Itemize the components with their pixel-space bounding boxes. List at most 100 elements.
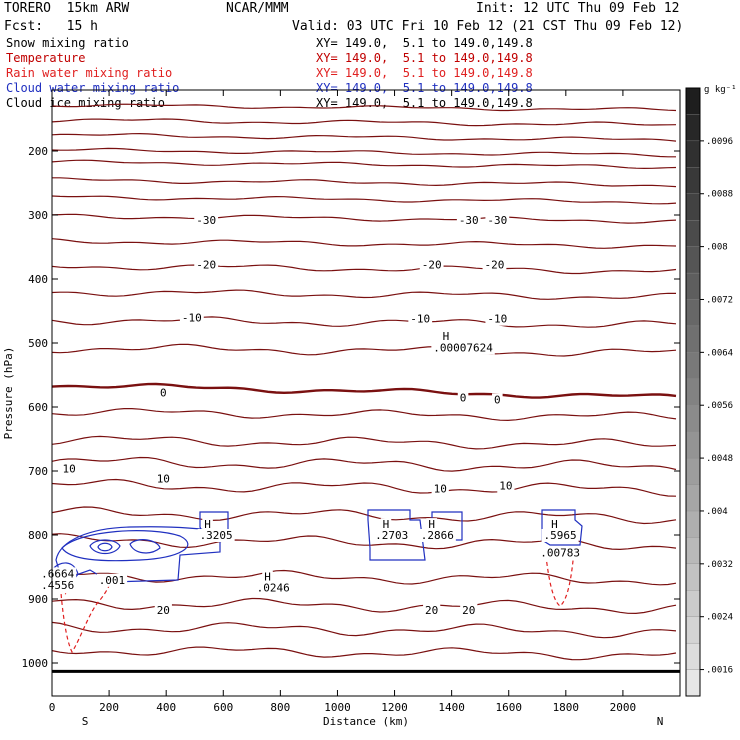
temperature-contour-19 — [51, 533, 677, 551]
rain-water-label-2: H — [428, 518, 435, 531]
colorbar-border — [685, 87, 701, 697]
cloud-water-contour-3 — [97, 542, 113, 552]
cloud-water-label-2: H — [551, 518, 558, 531]
temperature-contour-11 — [51, 316, 677, 328]
temperature-label-bg-10 — [457, 391, 469, 405]
x-tick-label-1400: 1400 — [438, 701, 465, 714]
cloud-water-label-bg-3 — [541, 529, 579, 542]
rain-water-label-bg-7 — [96, 573, 128, 587]
temperature-label-17: 20 — [425, 604, 438, 617]
rain-water-label-3: .2866 — [421, 529, 454, 542]
cloud-water-label-1: .2703 — [375, 529, 408, 542]
temperature-contour-14 — [51, 408, 677, 422]
x-tick-label-2000: 2000 — [610, 701, 637, 714]
colorbar-tick-label-10: .0016 — [706, 666, 733, 676]
forecast-hour: Fcst: 15 h — [4, 19, 98, 34]
temperature-label-4: -20 — [422, 258, 442, 271]
snow-label-0: H — [443, 330, 450, 343]
colorbar-tick-label-4: .0064 — [706, 348, 733, 358]
valid-time: Valid: 03 UTC Fri 10 Feb 12 (21 CST Thu … — [292, 19, 684, 34]
colorbar-band-3 — [685, 590, 701, 617]
rain-water-contours — [55, 547, 575, 654]
temperature-label-bg-3 — [194, 258, 219, 272]
temperature-label-bg-9 — [158, 386, 169, 400]
temperature-contour-13 — [51, 382, 677, 399]
legend-snow: Snow mixing ratio — [6, 36, 129, 50]
temperature-label-2: -30 — [487, 214, 507, 227]
colorbar-tick-label-3: .0072 — [706, 295, 733, 305]
colorbar: .0096 .0088 .008 .0072 .0064 .0056 .0048 .004 .0… — [685, 85, 737, 697]
rain-water-label-bg-1 — [197, 529, 235, 542]
temperature-label-bg-16 — [154, 603, 172, 617]
colorbar-band-18 — [685, 193, 701, 221]
temperature-label-bg-5 — [482, 258, 507, 272]
legend-cloud-water: Cloud water mixing ratio — [6, 81, 180, 95]
xy-rain: XY= 149.0, 5.1 to 149.0,149.8 — [316, 66, 533, 80]
colorbar-tick-label-6: .0048 — [706, 454, 733, 464]
x-tick-label-400: 400 — [156, 701, 176, 714]
temperature-contour-17 — [51, 478, 677, 497]
temperature-label-9: 0 — [160, 386, 167, 399]
x-tick-label-1200: 1200 — [381, 701, 408, 714]
colorbar-tick-label-1: .0088 — [706, 190, 733, 200]
temperature-label-16: 20 — [157, 604, 170, 617]
temperature-label-bg-0 — [194, 214, 219, 228]
temperature-label-11: 0 — [494, 393, 501, 406]
x-tick-label-800: 800 — [270, 701, 290, 714]
colorbar-tick-label-7: .004 — [706, 507, 728, 517]
colorbar-tick-label-9: .0024 — [706, 613, 733, 623]
temperature-label-bg-17 — [423, 603, 441, 617]
rain-water-contour-1 — [544, 547, 575, 607]
y-tick-label-600: 600 — [28, 401, 48, 414]
x-end-label-right: N — [657, 715, 664, 728]
cloud-water-contour-1 — [61, 530, 189, 562]
rain-water-label-bg-6 — [538, 546, 582, 560]
colorbar-band-19 — [685, 167, 701, 194]
temperature-label-1: -30 — [459, 214, 479, 227]
colorbar-band-5 — [685, 537, 701, 564]
colorbar-band-14 — [685, 299, 701, 327]
colorbar-band-7 — [685, 484, 701, 512]
y-tick-label-900: 900 — [28, 593, 48, 606]
temperature-label-bg-1 — [456, 214, 481, 228]
x-tick-label-200: 200 — [99, 701, 119, 714]
colorbar-band-13 — [685, 325, 701, 353]
cloud-water-contours — [51, 509, 583, 583]
snow-label-bg-0 — [440, 329, 452, 343]
temperature-contour-2 — [51, 132, 677, 142]
temperature-label-bg-14 — [431, 482, 449, 496]
temperature-label-18: 20 — [462, 604, 475, 617]
colorbar-band-16 — [685, 246, 701, 274]
rain-water-label-5: .0246 — [257, 581, 290, 594]
rain-water-label-bg-0 — [202, 518, 213, 532]
x-end-label-left: S — [82, 715, 89, 728]
center-title: NCAR/MMM — [226, 1, 289, 16]
temperature-contour-18 — [51, 506, 677, 525]
temperature-contour-16 — [51, 456, 677, 472]
cloud-water-label-0: H — [383, 518, 390, 531]
colorbar-band-12 — [685, 352, 701, 379]
temperature-contour-0 — [51, 103, 677, 112]
legend-temperature: Temperature — [6, 51, 86, 65]
cloud-water-label-bg-1 — [373, 529, 411, 542]
temperature-contour-12 — [51, 343, 677, 357]
colorbar-band-17 — [685, 220, 701, 247]
colorbar-band-21 — [685, 114, 701, 142]
plot-border — [51, 89, 681, 697]
temperature-label-bg-11 — [492, 393, 503, 407]
colorbar-units: g kg⁻¹ — [704, 85, 737, 95]
snow-label-1: .00007624 — [433, 341, 493, 354]
temperature-contour-15 — [51, 435, 677, 450]
x-tick-label-1800: 1800 — [553, 701, 580, 714]
rain-water-label-bg-2 — [426, 518, 437, 532]
y-tick-label-300: 300 — [28, 209, 48, 222]
x-tick-label-1000: 1000 — [324, 701, 351, 714]
rain-water-label-6: .00783 — [540, 546, 580, 559]
cloud-water-contour-6 — [367, 509, 426, 561]
rain-water-label-bg-4 — [262, 570, 273, 584]
temperature-contour-9 — [51, 264, 677, 275]
cloud-water-label-3: .5965 — [544, 529, 577, 542]
snow-label-bg-1 — [431, 341, 495, 355]
temperature-contour-6 — [51, 195, 677, 205]
